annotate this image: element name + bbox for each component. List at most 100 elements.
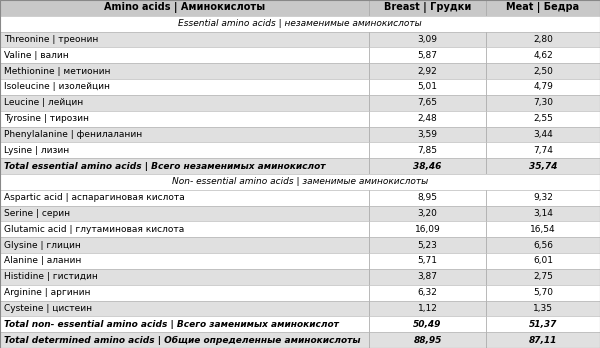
Bar	[0, 111, 369, 127]
Bar	[0, 190, 369, 206]
Bar	[369, 285, 486, 301]
Text: 3,09: 3,09	[418, 35, 437, 44]
Bar	[369, 190, 486, 206]
Text: Arginine | аргинин: Arginine | аргинин	[4, 288, 91, 297]
Bar	[369, 158, 486, 174]
Bar	[0, 174, 600, 190]
Bar	[369, 79, 486, 95]
Bar	[0, 127, 369, 142]
Bar	[486, 190, 600, 206]
Text: 6,01: 6,01	[533, 256, 553, 266]
Bar	[486, 0, 600, 16]
Bar	[369, 206, 486, 221]
Bar	[369, 127, 486, 142]
Bar	[486, 269, 600, 285]
Text: 2,55: 2,55	[533, 114, 553, 123]
Text: 88,95: 88,95	[413, 335, 442, 345]
Bar	[369, 79, 486, 95]
Bar	[369, 142, 486, 158]
Bar	[0, 32, 369, 47]
Bar	[0, 95, 369, 111]
Text: Threonine | треонин: Threonine | треонин	[4, 35, 98, 44]
Bar	[486, 253, 600, 269]
Bar	[486, 95, 600, 111]
Text: Cysteine | цистеин: Cysteine | цистеин	[4, 304, 92, 313]
Bar	[369, 127, 486, 142]
Bar	[369, 316, 486, 332]
Text: 7,85: 7,85	[418, 146, 437, 155]
Bar	[369, 111, 486, 127]
Text: Amino acids | Аминокислоты: Amino acids | Аминокислоты	[104, 2, 265, 14]
Text: 2,80: 2,80	[533, 35, 553, 44]
Text: Valine | валин: Valine | валин	[4, 51, 69, 60]
Bar	[369, 301, 486, 316]
Bar	[369, 0, 486, 16]
Bar	[0, 79, 369, 95]
Bar	[0, 127, 369, 142]
Bar	[369, 285, 486, 301]
Text: Breast | Грудки: Breast | Грудки	[384, 2, 471, 14]
Bar	[369, 206, 486, 221]
Bar	[369, 95, 486, 111]
Bar	[486, 301, 600, 316]
Bar	[486, 47, 600, 63]
Text: 35,74: 35,74	[529, 161, 557, 171]
Text: 2,92: 2,92	[418, 67, 437, 76]
Bar	[486, 63, 600, 79]
Bar	[0, 0, 369, 16]
Bar	[0, 206, 369, 221]
Text: Total non- essential amino acids | Всего заменимых аминокислот: Total non- essential amino acids | Всего…	[4, 320, 339, 329]
Bar	[486, 206, 600, 221]
Bar	[486, 127, 600, 142]
Bar	[0, 301, 369, 316]
Text: 5,87: 5,87	[418, 51, 437, 60]
Text: 16,09: 16,09	[415, 225, 440, 234]
Text: Glysine | глицин: Glysine | глицин	[4, 241, 81, 250]
Bar	[369, 237, 486, 253]
Bar	[0, 221, 369, 237]
Bar	[486, 158, 600, 174]
Bar	[0, 332, 369, 348]
Bar	[0, 269, 369, 285]
Bar	[486, 127, 600, 142]
Text: Essential amino acids | незаменимые аминокислоты: Essential amino acids | незаменимые амин…	[178, 19, 422, 28]
Text: 3,59: 3,59	[418, 130, 437, 139]
Text: 6,32: 6,32	[418, 288, 437, 297]
Bar	[369, 32, 486, 47]
Text: 2,75: 2,75	[533, 272, 553, 281]
Bar	[0, 316, 369, 332]
Bar	[0, 47, 369, 63]
Text: 38,46: 38,46	[413, 161, 442, 171]
Bar	[486, 190, 600, 206]
Bar	[486, 332, 600, 348]
Bar	[369, 47, 486, 63]
Text: Meat | Бедра: Meat | Бедра	[506, 2, 580, 14]
Bar	[0, 111, 369, 127]
Bar	[369, 95, 486, 111]
Text: Methionine | метионин: Methionine | метионин	[4, 67, 111, 76]
Text: 50,49: 50,49	[413, 320, 442, 329]
Bar	[486, 79, 600, 95]
Text: 6,56: 6,56	[533, 241, 553, 250]
Bar	[486, 237, 600, 253]
Bar	[0, 63, 369, 79]
Bar	[486, 285, 600, 301]
Text: Total determined amino acids | Общие определенные аминокислоты: Total determined amino acids | Общие опр…	[4, 335, 361, 345]
Bar	[369, 190, 486, 206]
Bar	[369, 63, 486, 79]
Text: 16,54: 16,54	[530, 225, 556, 234]
Text: 51,37: 51,37	[529, 320, 557, 329]
Bar	[486, 332, 600, 348]
Bar	[369, 0, 486, 16]
Bar	[0, 253, 369, 269]
Bar	[0, 285, 369, 301]
Bar	[486, 221, 600, 237]
Text: Tyrosine | тирозин: Tyrosine | тирозин	[4, 114, 89, 123]
Bar	[0, 174, 600, 190]
Bar	[486, 301, 600, 316]
Bar	[486, 285, 600, 301]
Text: 8,95: 8,95	[418, 193, 437, 202]
Bar	[0, 285, 369, 301]
Bar	[0, 253, 369, 269]
Bar	[0, 206, 369, 221]
